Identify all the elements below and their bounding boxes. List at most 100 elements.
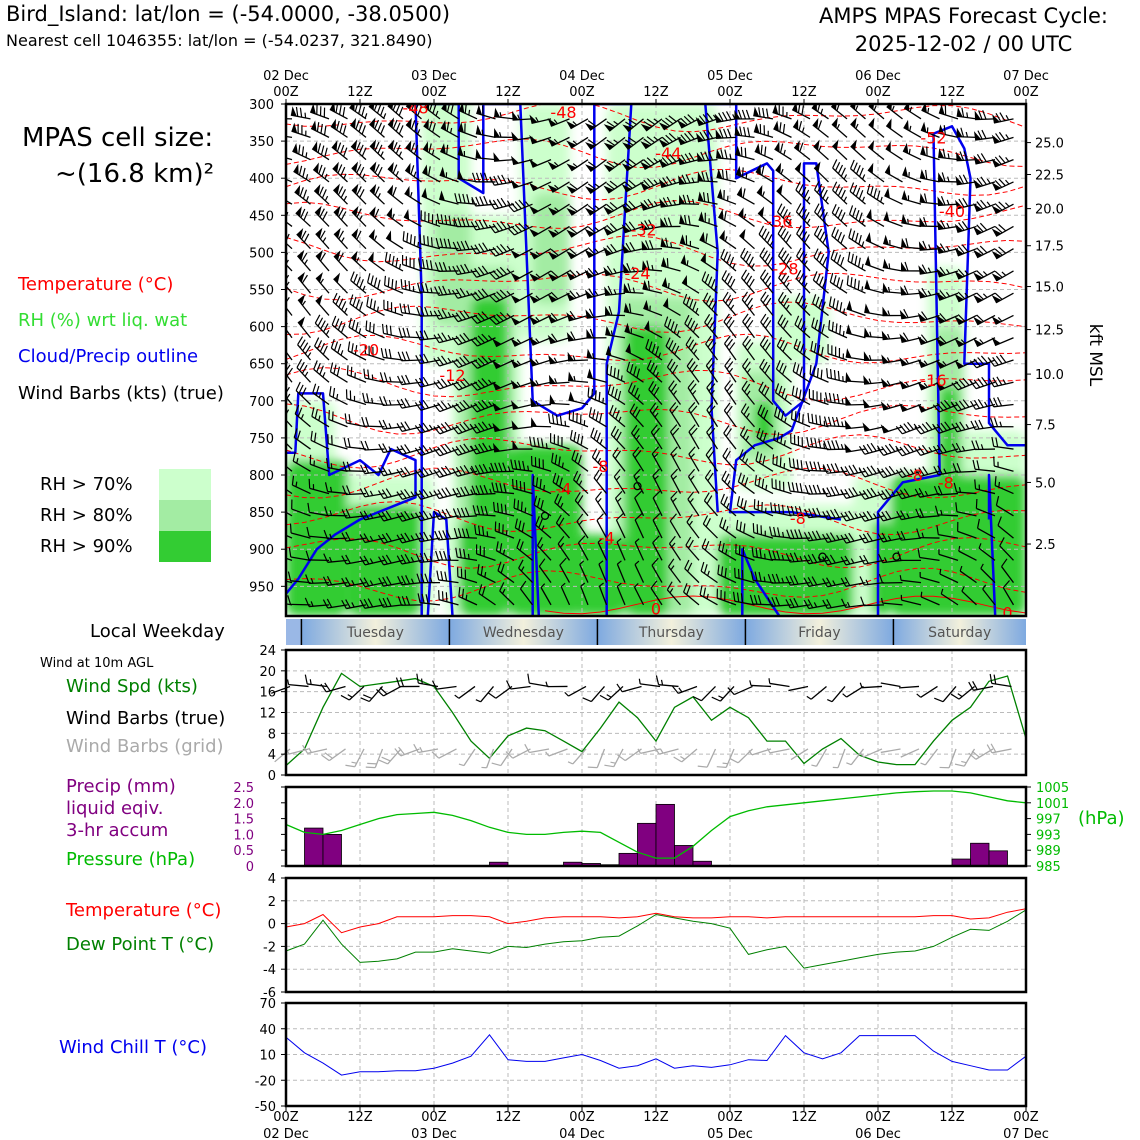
barb-shaft <box>569 419 589 428</box>
barb-shaft <box>596 520 608 539</box>
wind-barb <box>387 162 404 183</box>
barb-full <box>380 125 386 135</box>
barb-full <box>849 159 855 169</box>
wind-barb <box>584 181 607 195</box>
barb-half <box>351 580 355 586</box>
barb-half <box>417 129 421 135</box>
barb-shaft <box>608 136 626 151</box>
barb-full <box>464 263 470 273</box>
wind-barb <box>438 590 459 606</box>
barb-full <box>392 186 397 197</box>
barb-half <box>634 538 640 543</box>
barb-full <box>481 333 489 342</box>
barb-shaft <box>476 314 496 325</box>
barb-full <box>395 280 398 291</box>
barb-full <box>723 251 729 261</box>
barb-shaft <box>420 470 441 479</box>
barb-full <box>433 447 441 457</box>
barb-half <box>636 394 641 400</box>
barb-half <box>572 163 578 168</box>
wind-barb <box>595 491 608 517</box>
barb-shaft <box>286 221 293 227</box>
wind-barb <box>866 183 885 205</box>
temperature-contour <box>286 272 1026 302</box>
barb-full <box>796 459 799 469</box>
barb-shaft <box>346 446 367 450</box>
barb-half <box>730 304 735 310</box>
barb-half <box>745 173 748 179</box>
barb-half <box>535 338 540 344</box>
barb-flag <box>511 420 519 430</box>
wind-barb <box>293 428 311 450</box>
barb-full <box>559 557 567 566</box>
barb-half <box>564 420 567 427</box>
barb-shaft <box>309 511 330 517</box>
wind-barb <box>585 308 607 319</box>
barb-shaft <box>494 181 515 186</box>
rh-region-90-0 <box>286 460 348 616</box>
barb-full <box>418 377 425 387</box>
barb-full <box>663 217 669 227</box>
wind-barb <box>584 288 607 299</box>
barb-shaft <box>587 376 607 383</box>
barb-full <box>388 349 392 359</box>
barb-flag <box>368 251 374 263</box>
barb-half <box>380 151 384 157</box>
barb-half <box>724 236 728 242</box>
barb-flag <box>586 348 593 359</box>
barb-shaft <box>559 564 571 583</box>
barb-full <box>359 166 365 176</box>
barb-half <box>389 376 392 382</box>
barb-full <box>385 488 392 497</box>
barb-half <box>487 379 493 385</box>
barb-full <box>340 694 350 701</box>
wind-10m-barb-true <box>655 675 679 688</box>
barb-flag <box>370 161 377 173</box>
barb-flag <box>291 122 298 134</box>
wind-10m-barb-grid <box>716 748 735 768</box>
wind-barb <box>311 141 330 161</box>
wind-barb <box>566 159 589 172</box>
barb-shaft <box>294 191 311 205</box>
wind-barb <box>494 107 515 120</box>
barb-full <box>652 535 660 544</box>
barb-shaft <box>626 370 644 383</box>
barb-full <box>377 166 383 176</box>
barb-half <box>429 577 433 583</box>
barb-full <box>627 283 632 293</box>
barb-full <box>451 467 459 477</box>
wind-barb <box>387 184 404 205</box>
barb-full <box>488 294 497 303</box>
barb-shaft <box>475 248 496 255</box>
wind-barb <box>735 145 755 161</box>
barb-half <box>1005 134 1010 140</box>
wind-barb <box>378 466 404 477</box>
wind-10m-barb-true <box>545 681 568 688</box>
barb-full <box>836 393 840 404</box>
barb-full <box>345 764 355 768</box>
barb-shaft <box>383 308 404 317</box>
barb-full <box>866 466 873 476</box>
barb-full <box>552 472 557 483</box>
barb-full <box>665 337 671 347</box>
barb-flag <box>369 229 375 240</box>
barb-full <box>338 208 344 218</box>
wind-barb <box>662 297 681 317</box>
barb-shaft <box>385 237 404 250</box>
barb-shaft <box>311 148 330 161</box>
barb-full <box>402 231 405 241</box>
barb-shaft <box>570 225 589 238</box>
wind-barb <box>364 344 385 361</box>
wind-barb <box>529 158 552 168</box>
barb-full <box>470 221 477 231</box>
wind-10m-barb-grid <box>939 748 957 769</box>
barb-shaft <box>837 748 846 768</box>
barb-half <box>428 469 433 475</box>
wind-barb <box>349 104 368 120</box>
wind-barb <box>451 309 478 323</box>
barb-half <box>1005 179 1010 185</box>
barb-shaft <box>438 515 459 521</box>
barb-shaft <box>598 585 608 606</box>
barb-full <box>850 253 854 264</box>
barb-full <box>555 475 560 485</box>
